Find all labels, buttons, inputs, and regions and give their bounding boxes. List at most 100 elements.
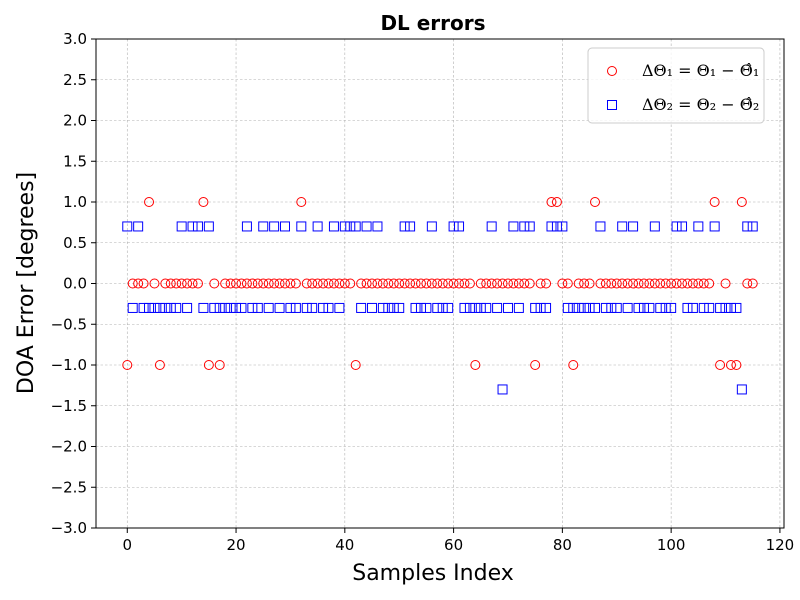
data-point-series-1 [443, 278, 454, 289]
data-point-series-2 [171, 302, 182, 313]
y-tick-label: 1.0 [63, 193, 87, 211]
data-point-series-1 [149, 278, 160, 289]
data-point-series-2 [372, 221, 383, 232]
data-point-series-2 [203, 221, 214, 232]
data-point-series-2 [144, 302, 155, 313]
data-point-series-1 [361, 278, 372, 289]
data-point-series-2 [236, 302, 247, 313]
data-point-series-1 [655, 278, 666, 289]
data-point-series-2 [584, 302, 595, 313]
data-point-series-1 [475, 278, 486, 289]
data-point-series-1 [241, 278, 252, 289]
y-tick-label: −2.5 [51, 478, 87, 496]
data-point-series-2 [252, 302, 263, 313]
x-tick-label: 0 [122, 536, 132, 554]
data-point-series-1 [263, 278, 274, 289]
data-point-series-2 [176, 221, 187, 232]
data-point-series-2 [590, 302, 601, 313]
data-point-series-2 [383, 302, 394, 313]
data-point-series-1 [584, 278, 595, 289]
data-point-series-1 [454, 278, 465, 289]
data-point-series-1 [448, 278, 459, 289]
data-point-series-1 [394, 278, 405, 289]
data-point-series-2 [258, 221, 269, 232]
data-point-series-1 [171, 278, 182, 289]
data-point-series-2 [437, 302, 448, 313]
data-point-series-2 [470, 302, 481, 313]
data-point-series-2 [551, 221, 562, 232]
data-point-series-1 [736, 197, 747, 207]
data-point-series-2 [524, 221, 535, 232]
data-point-series-2 [687, 302, 698, 313]
data-point-series-1 [709, 197, 720, 207]
data-point-series-1 [133, 278, 144, 289]
data-point-series-1 [622, 278, 633, 289]
data-point-series-2 [192, 221, 203, 232]
data-point-series-2 [448, 221, 459, 232]
x-tick-label: 60 [444, 536, 463, 554]
data-point-series-1 [350, 360, 361, 370]
data-point-series-2 [154, 302, 165, 313]
data-point-series-1 [508, 278, 519, 289]
data-point-series-2 [405, 221, 416, 232]
x-tick-label: 40 [335, 536, 354, 554]
data-point-series-1 [725, 360, 736, 370]
data-point-series-1 [209, 278, 220, 289]
data-point-series-1 [638, 278, 649, 289]
data-point-series-1 [127, 278, 138, 289]
data-point-series-1 [356, 278, 367, 289]
data-point-series-1 [214, 360, 225, 370]
data-point-series-2 [279, 221, 290, 232]
data-point-series-1 [551, 197, 562, 207]
data-point-series-1 [595, 278, 606, 289]
data-point-series-1 [502, 278, 513, 289]
data-point-series-2 [225, 302, 236, 313]
data-point-series-2 [187, 221, 198, 232]
data-point-series-2 [198, 302, 209, 313]
x-tick-label: 100 [657, 536, 686, 554]
data-point-series-2 [318, 302, 329, 313]
data-point-series-2 [502, 302, 513, 313]
data-point-series-1 [328, 278, 339, 289]
data-point-series-2 [704, 302, 715, 313]
data-point-series-2 [535, 302, 546, 313]
data-point-series-2 [459, 302, 470, 313]
data-point-series-2 [247, 302, 258, 313]
data-point-series-1 [579, 278, 590, 289]
data-point-series-1 [486, 278, 497, 289]
data-point-series-1 [633, 278, 644, 289]
data-point-series-1 [557, 278, 568, 289]
data-point-series-1 [715, 360, 726, 370]
y-tick-label: −1.5 [51, 397, 87, 415]
data-point-series-1 [122, 360, 133, 370]
y-tick-label: 0.0 [63, 275, 87, 293]
data-point-series-1 [176, 278, 187, 289]
data-point-series-2 [149, 302, 160, 313]
data-point-series-2 [231, 302, 242, 313]
data-point-series-2 [301, 302, 312, 313]
y-axis-label: DOA Error [degrees] [14, 172, 39, 394]
data-point-series-2 [541, 302, 552, 313]
data-point-series-2 [274, 302, 285, 313]
y-tick-label: −1.0 [51, 356, 87, 374]
data-point-series-1 [426, 278, 437, 289]
data-point-series-1 [481, 278, 492, 289]
data-point-series-1 [138, 278, 149, 289]
data-point-series-2 [579, 302, 590, 313]
data-point-series-2 [655, 302, 666, 313]
axis-ticks: 0 20 40 60 80 100 120 −3.0 −2.5 −2.0 −1.5 −1.0 −0.5 0… [51, 30, 795, 554]
data-point-series-1 [198, 197, 209, 207]
data-point-series-2 [486, 221, 497, 232]
legend-box [587, 47, 765, 124]
data-point-series-2 [617, 221, 628, 232]
data-point-series-2 [410, 302, 421, 313]
data-point-series-1 [649, 278, 660, 289]
data-point-series-1 [671, 278, 682, 289]
data-point-series-2 [546, 221, 557, 232]
data-point-series-1 [296, 197, 307, 207]
data-point-series-1 [535, 278, 546, 289]
y-tick-label: −2.0 [51, 438, 87, 456]
data-point-series-1 [372, 278, 383, 289]
legend-marker-circle [607, 66, 617, 76]
data-point-series-2 [443, 302, 454, 313]
